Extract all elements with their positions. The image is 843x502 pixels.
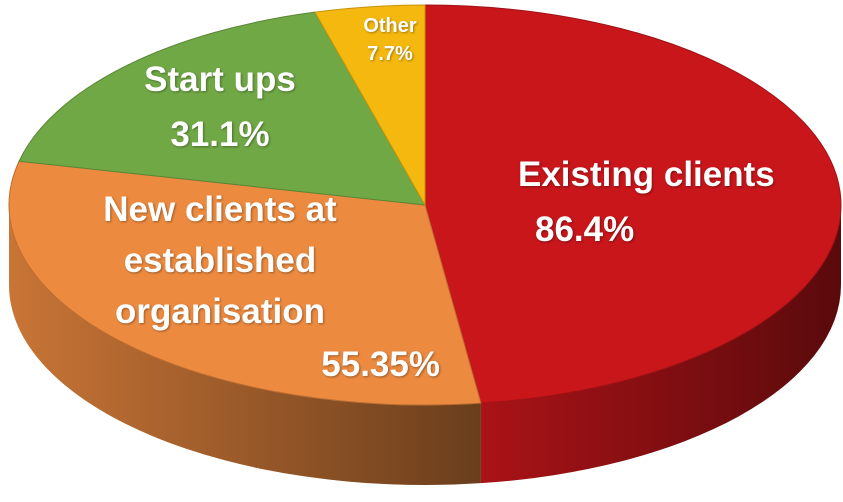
slice-label: New clients at established organisation (103, 190, 337, 331)
slice (18, 11, 426, 206)
slice-side (9, 205, 481, 485)
slice-label: Start ups (144, 60, 296, 99)
value-label: 86.4% (535, 210, 635, 249)
slice-label: Existing clients (518, 155, 775, 194)
slice-side (480, 205, 841, 484)
value-label: 31.1% (170, 115, 270, 154)
slice (424, 4, 842, 404)
slice (8, 160, 482, 406)
slice (314, 4, 426, 207)
value-label: 55.35% (321, 345, 440, 384)
slice-label: Other (363, 15, 417, 37)
value-label: 7.7% (367, 43, 413, 65)
